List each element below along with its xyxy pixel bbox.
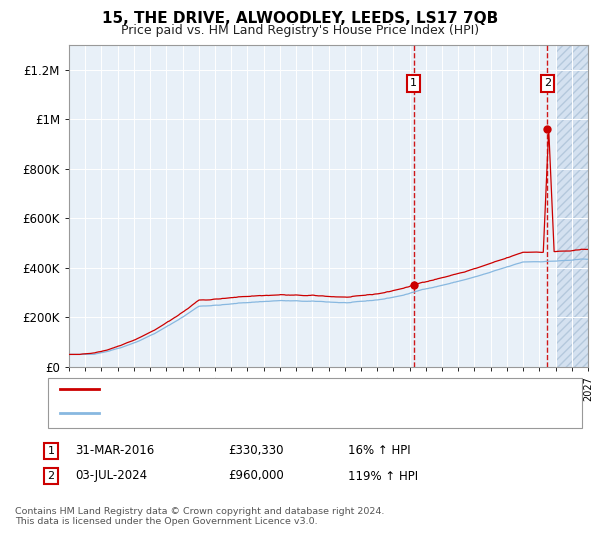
Text: 15, THE DRIVE, ALWOODLEY, LEEDS, LS17 7QB (detached house): 15, THE DRIVE, ALWOODLEY, LEEDS, LS17 7Q…: [108, 384, 472, 394]
Text: £960,000: £960,000: [228, 469, 284, 483]
Text: 03-JUL-2024: 03-JUL-2024: [75, 469, 147, 483]
Text: 15, THE DRIVE, ALWOODLEY, LEEDS, LS17 7QB: 15, THE DRIVE, ALWOODLEY, LEEDS, LS17 7Q…: [102, 11, 498, 26]
Text: 119% ↑ HPI: 119% ↑ HPI: [348, 469, 418, 483]
Text: £330,330: £330,330: [228, 444, 284, 458]
Text: 1: 1: [410, 78, 417, 88]
Text: 31-MAR-2016: 31-MAR-2016: [75, 444, 154, 458]
Text: Contains HM Land Registry data © Crown copyright and database right 2024.
This d: Contains HM Land Registry data © Crown c…: [15, 507, 385, 526]
Bar: [556, 45, 588, 367]
Text: 16% ↑ HPI: 16% ↑ HPI: [348, 444, 410, 458]
Text: HPI: Average price, detached house, Leeds: HPI: Average price, detached house, Leed…: [108, 408, 347, 418]
Text: 2: 2: [47, 471, 55, 481]
Text: 1: 1: [47, 446, 55, 456]
Text: Price paid vs. HM Land Registry's House Price Index (HPI): Price paid vs. HM Land Registry's House …: [121, 24, 479, 37]
Text: 2: 2: [544, 78, 551, 88]
